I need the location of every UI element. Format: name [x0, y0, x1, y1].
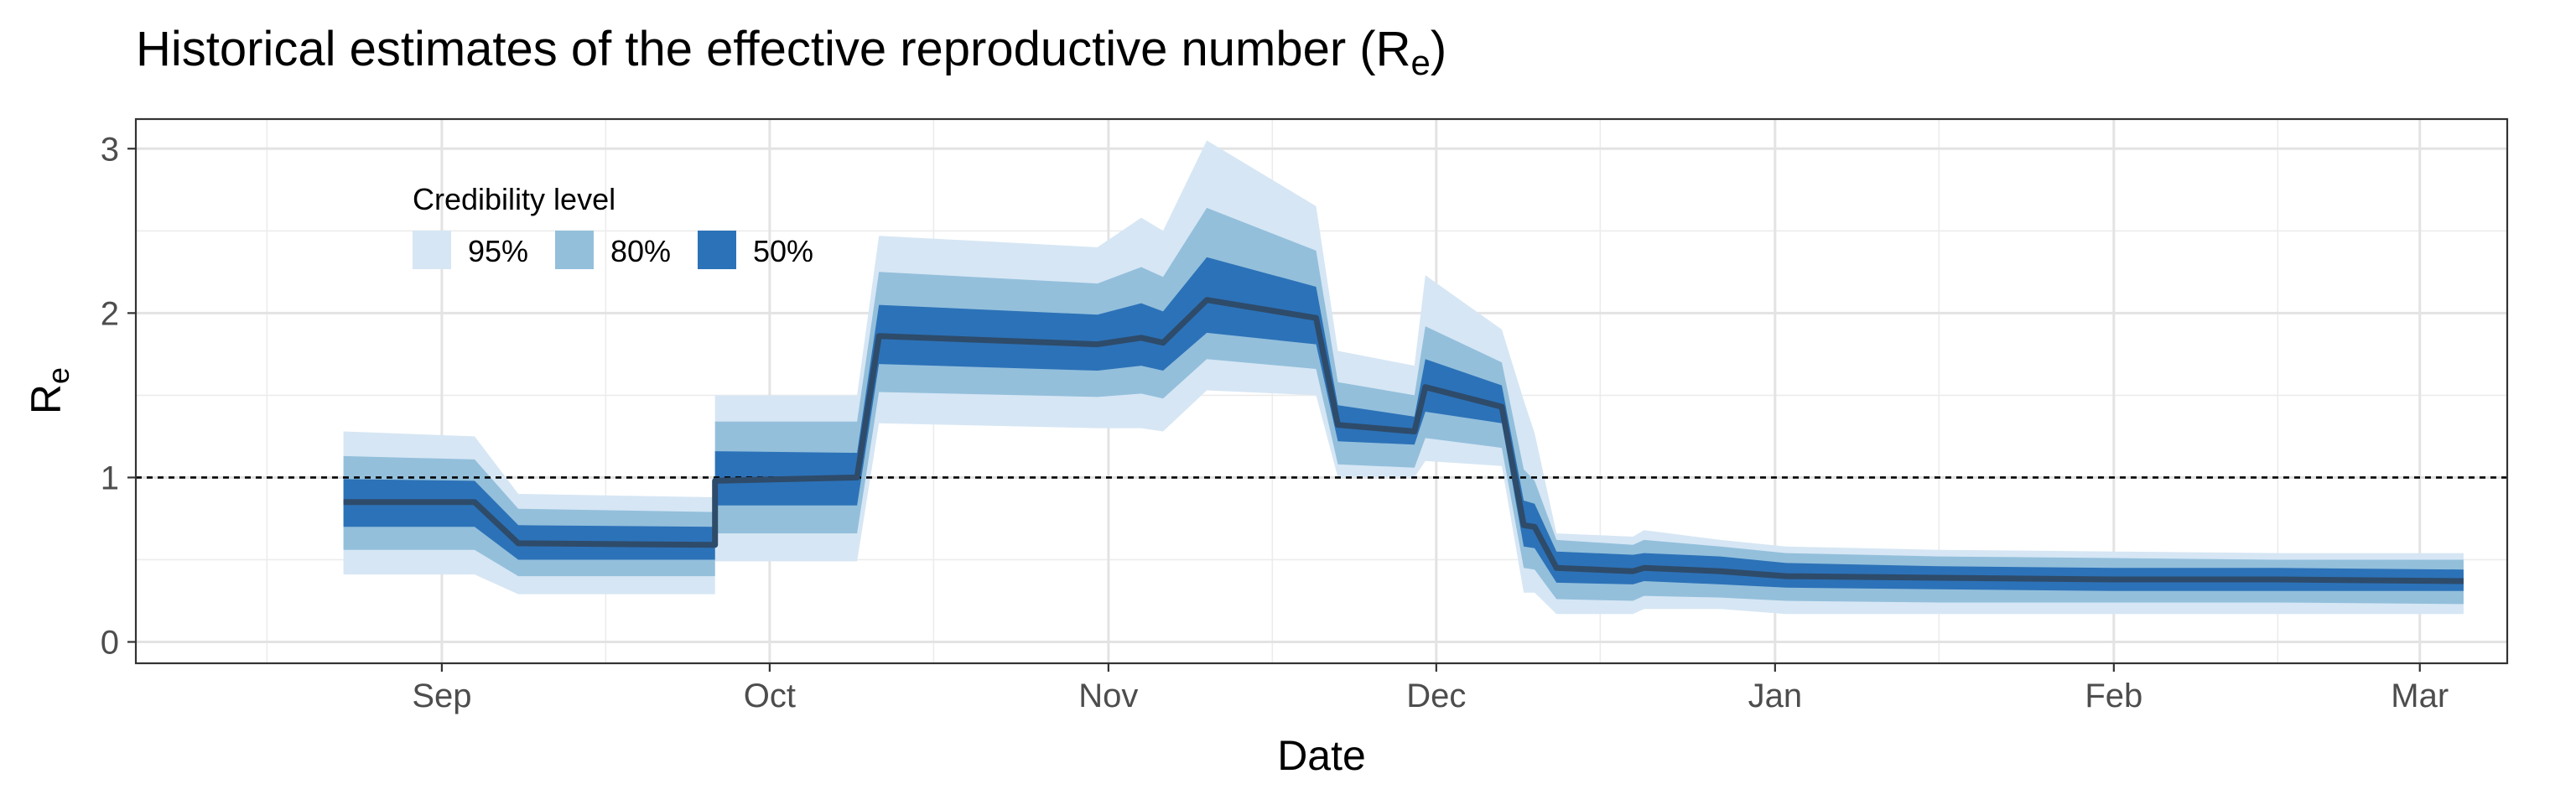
y-axis-title: Re: [23, 367, 75, 414]
legend: Credibility level 95% 80% 50%: [413, 182, 813, 269]
x-tick-label: Jan: [1748, 678, 1803, 714]
chart-title-close: ): [1431, 22, 1446, 76]
x-axis: Sep Oct Nov Dec Jan Feb Mar: [412, 663, 2449, 714]
ci-50-band: [343, 257, 2464, 591]
legend-label: 80%: [610, 234, 671, 268]
x-tick-label: Nov: [1078, 678, 1138, 714]
plot-panel-border: [134, 117, 2509, 665]
x-tick-label: Sep: [412, 678, 471, 714]
chart-title-subscript: e: [1410, 43, 1430, 82]
ci-95-band: [343, 140, 2464, 615]
y-tick-label: 0: [101, 625, 119, 662]
y-tick-label: 3: [101, 131, 119, 168]
y-axis-title-main: R: [23, 384, 70, 414]
chart-title: Historical estimates of the effective re…: [136, 22, 1446, 82]
x-axis-title: Date: [1277, 732, 1366, 779]
x-tick-label: Dec: [1406, 678, 1466, 714]
legend-label: 50%: [753, 234, 813, 268]
x-tick-label: Feb: [2085, 678, 2142, 714]
re-estimate-line: [343, 297, 2464, 584]
legend-key-80: [555, 231, 594, 269]
credible-interval-bands: [343, 140, 2464, 615]
y-axis-title-subscript: e: [41, 367, 75, 384]
y-axis: 0 1 2 3: [101, 131, 136, 662]
y-tick-label: 2: [101, 295, 119, 332]
ci-80-band: [343, 207, 2464, 605]
legend-key-95: [413, 231, 451, 269]
chart-title-main: Historical estimates of the effective re…: [136, 22, 1410, 76]
re-estimate-series: [343, 297, 2464, 584]
x-tick-label: Oct: [744, 678, 796, 714]
legend-title: Credibility level: [413, 182, 615, 216]
legend-label: 95%: [468, 234, 528, 268]
y-tick-label: 1: [101, 460, 119, 496]
x-tick-label: Mar: [2391, 678, 2449, 714]
legend-key-50: [698, 231, 736, 269]
